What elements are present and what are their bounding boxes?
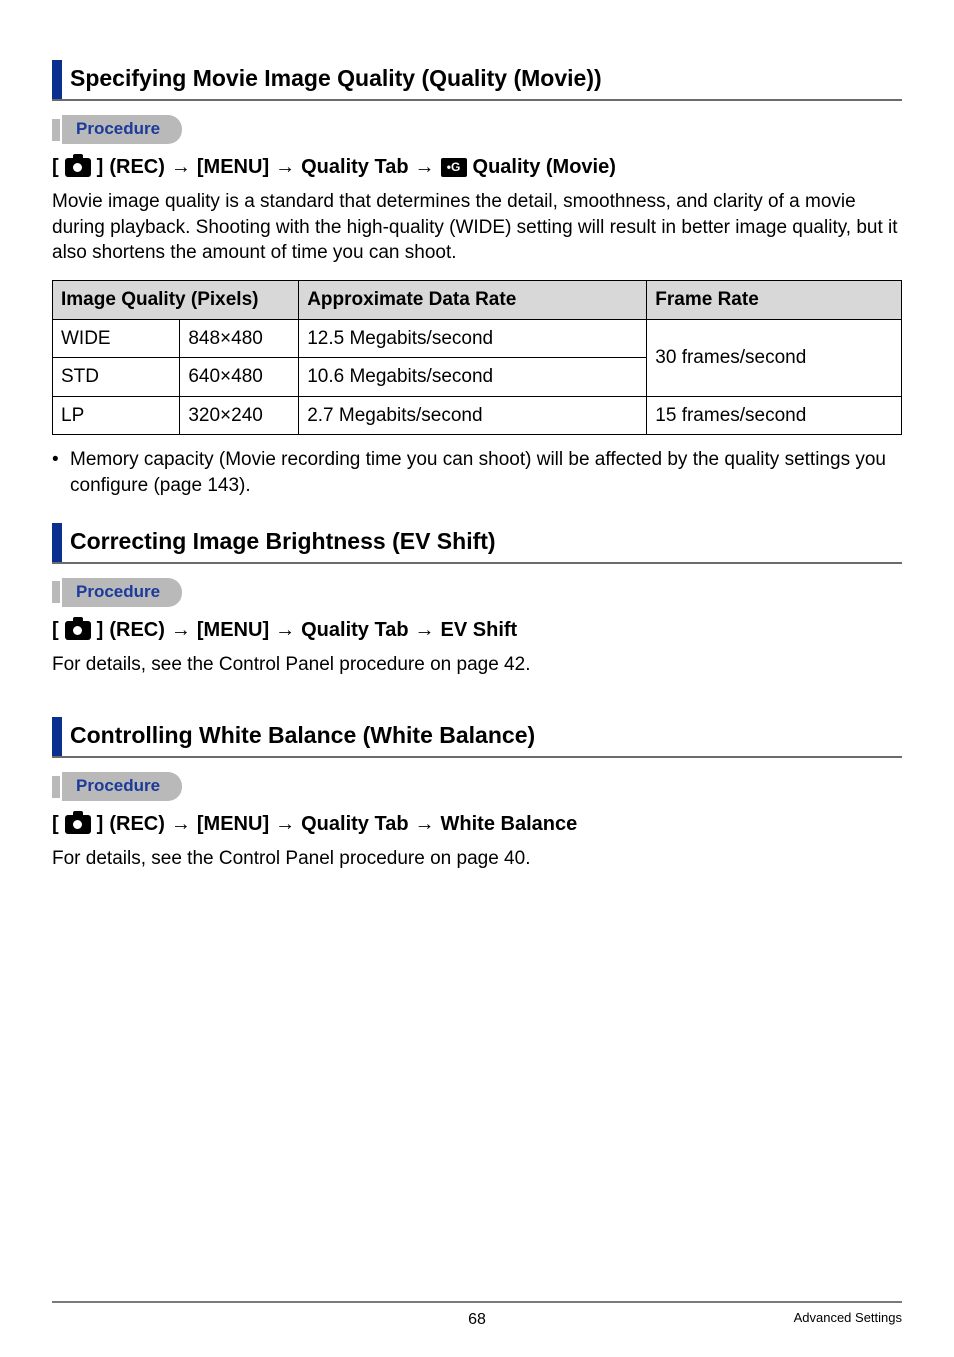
td-pixels: 640×480 xyxy=(180,358,299,397)
section-bar xyxy=(52,60,62,99)
rec-label: (REC) xyxy=(109,811,165,838)
camera-icon xyxy=(65,621,91,640)
section-title: Correcting Image Brightness (EV Shift) xyxy=(62,523,496,562)
page-number: 68 xyxy=(468,1309,486,1331)
camera-icon xyxy=(65,158,91,177)
section-header: Correcting Image Brightness (EV Shift) xyxy=(52,523,902,564)
procedure-tick xyxy=(52,776,60,798)
table-row: LP 320×240 2.7 Megabits/second 15 frames… xyxy=(53,396,902,435)
procedure-pill: Procedure xyxy=(62,115,182,144)
arrow-icon: → xyxy=(171,617,191,644)
rec-label: (REC) xyxy=(109,617,165,644)
footer-section: Advanced Settings xyxy=(794,1309,902,1327)
td-pixels: 320×240 xyxy=(180,396,299,435)
quality-movie-label: Quality (Movie) xyxy=(473,154,616,181)
px-w: 320 xyxy=(188,405,220,426)
rec-label: (REC) xyxy=(109,154,165,181)
px-w: 848 xyxy=(188,328,220,349)
procedure-label: Procedure xyxy=(52,578,902,607)
px-h: 480 xyxy=(231,328,263,349)
td-rate: 12.5 Megabits/second xyxy=(299,319,647,358)
times-icon: × xyxy=(220,366,231,387)
th-data-rate: Approximate Data Rate xyxy=(299,280,647,319)
procedure-tick xyxy=(52,581,60,603)
td-rate: 2.7 Megabits/second xyxy=(299,396,647,435)
bracket-open: [ xyxy=(52,617,59,644)
px-h: 240 xyxy=(231,405,263,426)
bracket-close: ] xyxy=(97,811,104,838)
menu-path: [ ] (REC) → [MENU] → Quality Tab → •G Qu… xyxy=(52,154,902,181)
times-icon: × xyxy=(220,405,231,426)
th-frame-rate: Frame Rate xyxy=(647,280,902,319)
section-bar xyxy=(52,523,62,562)
menu-path: [ ] (REC) → [MENU] → Quality Tab → EV Sh… xyxy=(52,617,902,644)
menu-label: [MENU] xyxy=(197,811,269,838)
section-title: Controlling White Balance (White Balance… xyxy=(62,717,535,756)
procedure-tick xyxy=(52,119,60,141)
arrow-icon: → xyxy=(415,617,435,644)
td-pixels: 848×480 xyxy=(180,319,299,358)
quality-tab-label: Quality Tab xyxy=(301,617,408,644)
arrow-icon: → xyxy=(415,154,435,181)
procedure-pill: Procedure xyxy=(62,578,182,607)
table-header-row: Image Quality (Pixels) Approximate Data … xyxy=(53,280,902,319)
bracket-open: [ xyxy=(52,154,59,181)
note-text: Memory capacity (Movie recording time yo… xyxy=(70,447,902,498)
td-name: WIDE xyxy=(53,319,180,358)
arrow-icon: → xyxy=(171,811,191,838)
procedure-label: Procedure xyxy=(52,115,902,144)
section-bar xyxy=(52,717,62,756)
section-body: Movie image quality is a standard that d… xyxy=(52,189,902,266)
px-w: 640 xyxy=(188,366,220,387)
arrow-icon: → xyxy=(171,154,191,181)
px-h: 480 xyxy=(231,366,263,387)
arrow-icon: → xyxy=(275,811,295,838)
th-image-quality: Image Quality (Pixels) xyxy=(53,280,299,319)
camera-icon xyxy=(65,815,91,834)
movie-icon: •G xyxy=(441,158,467,177)
bullet-dot: • xyxy=(52,447,70,498)
menu-label: [MENU] xyxy=(197,154,269,181)
procedure-label: Procedure xyxy=(52,772,902,801)
arrow-icon: → xyxy=(275,617,295,644)
menu-label: [MENU] xyxy=(197,617,269,644)
section-header: Specifying Movie Image Quality (Quality … xyxy=(52,60,902,101)
section-body: For details, see the Control Panel proce… xyxy=(52,652,902,678)
arrow-icon: → xyxy=(275,154,295,181)
section-header: Controlling White Balance (White Balance… xyxy=(52,717,902,758)
quality-tab-label: Quality Tab xyxy=(301,811,408,838)
note: • Memory capacity (Movie recording time … xyxy=(52,447,902,498)
table-row: WIDE 848×480 12.5 Megabits/second 30 fra… xyxy=(53,319,902,358)
arrow-icon: → xyxy=(415,811,435,838)
quality-table: Image Quality (Pixels) Approximate Data … xyxy=(52,280,902,436)
bracket-open: [ xyxy=(52,811,59,838)
section-body: For details, see the Control Panel proce… xyxy=(52,846,902,872)
bracket-close: ] xyxy=(97,617,104,644)
page-footer: 68 Advanced Settings xyxy=(52,1301,902,1331)
section-title: Specifying Movie Image Quality (Quality … xyxy=(62,60,602,99)
quality-tab-label: Quality Tab xyxy=(301,154,408,181)
white-balance-label: White Balance xyxy=(441,811,578,838)
procedure-pill: Procedure xyxy=(62,772,182,801)
td-frame-rate: 15 frames/second xyxy=(647,396,902,435)
td-name: LP xyxy=(53,396,180,435)
menu-path: [ ] (REC) → [MENU] → Quality Tab → White… xyxy=(52,811,902,838)
td-rate: 10.6 Megabits/second xyxy=(299,358,647,397)
ev-shift-label: EV Shift xyxy=(441,617,518,644)
td-frame-rate: 30 frames/second xyxy=(647,319,902,396)
td-name: STD xyxy=(53,358,180,397)
bracket-close: ] xyxy=(97,154,104,181)
times-icon: × xyxy=(220,328,231,349)
